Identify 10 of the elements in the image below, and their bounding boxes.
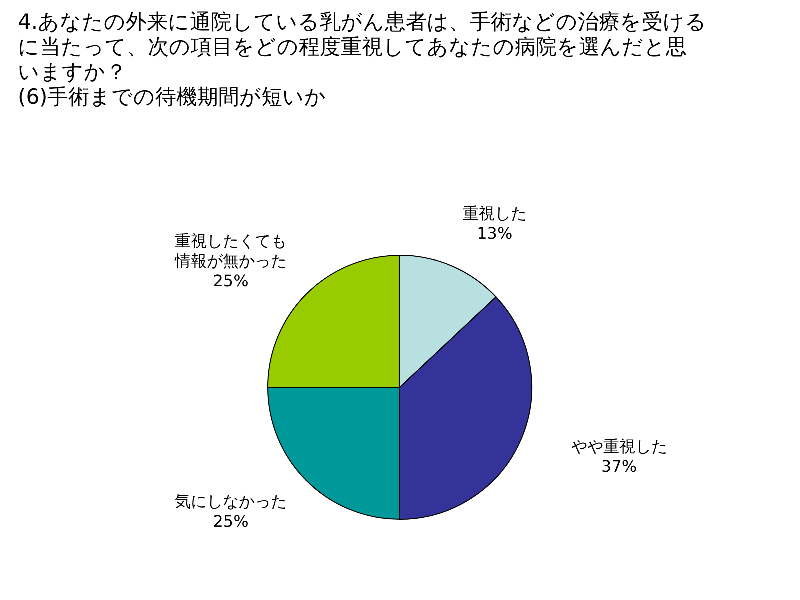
slice-label: 重視したくても情報が無かった bbox=[174, 232, 288, 270]
data-label: 25% bbox=[213, 272, 249, 290]
data-label: 37% bbox=[602, 456, 638, 476]
slice-label: やや重視した bbox=[571, 436, 668, 456]
data-label: 25% bbox=[213, 512, 249, 531]
slice-label: 重視した bbox=[462, 204, 527, 224]
slice-label: 気にしなかった bbox=[175, 492, 288, 511]
data-label: 13% bbox=[477, 224, 513, 244]
chart-title: 4.あなたの外来に通院している乳がん患者は、手術などの治療を受けるに当たって、次の項目をどの程度重視してあなたの病院を選んだと思いますか？ bbox=[18, 10, 708, 85]
chart-subtitle: (6)手術までの待機期間が短いか bbox=[18, 85, 328, 110]
